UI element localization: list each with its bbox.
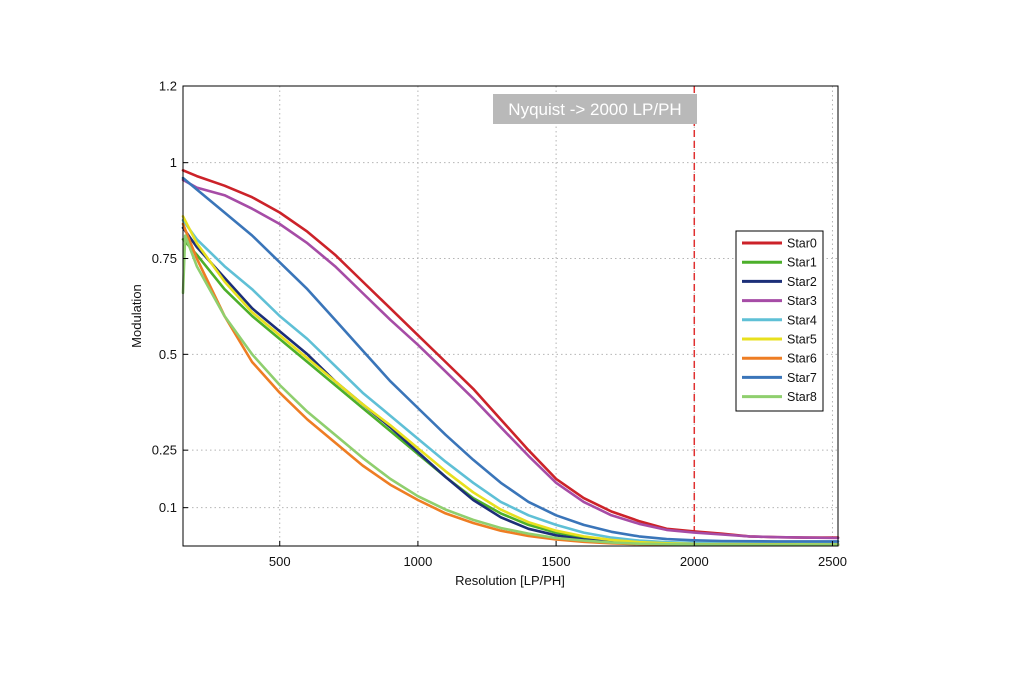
- y-tick-label: 0.5: [159, 347, 177, 362]
- legend-label: Star4: [787, 313, 817, 327]
- legend-label: Star2: [787, 275, 817, 289]
- series-line-star8: [181, 234, 840, 547]
- legend-label: Star5: [787, 333, 817, 347]
- y-axis-label: Modulation: [129, 284, 144, 348]
- y-tick-label: 0.25: [152, 443, 177, 458]
- legend-label: Star0: [787, 237, 817, 251]
- nyquist-annotation: Nyquist -> 2000 LP/PH: [493, 94, 697, 124]
- legend-label: Star7: [787, 371, 817, 385]
- x-tick-label: 1500: [542, 554, 571, 569]
- legend-label: Star3: [787, 294, 817, 308]
- x-axis-ticks: 500 1000 1500 2000 2500: [269, 541, 847, 569]
- series-line-star5: [181, 215, 840, 546]
- y-tick-label: 1.2: [159, 79, 177, 94]
- legend-label: Star8: [787, 390, 817, 404]
- x-tick-label: 500: [269, 554, 291, 569]
- nyquist-annotation-text: Nyquist -> 2000 LP/PH: [508, 100, 681, 119]
- legend-label: Star6: [787, 352, 817, 366]
- y-tick-label: 0.1: [159, 500, 177, 515]
- y-tick-label: 0.75: [152, 251, 177, 266]
- series-line-star3: [181, 178, 840, 540]
- series-line-star4: [181, 218, 840, 545]
- x-axis-label: Resolution [LP/PH]: [455, 573, 565, 588]
- series-lines: [181, 169, 840, 547]
- x-tick-label: 2500: [818, 554, 847, 569]
- nyquist-annotation-box: [493, 94, 697, 124]
- y-axis-ticks: 0.1 0.25 0.5 0.75 1 1.2: [152, 79, 188, 515]
- series-line-star7: [181, 176, 840, 543]
- plot-frame: [182, 85, 839, 547]
- y-tick-label: 1: [170, 155, 177, 170]
- x-tick-label: 2000: [680, 554, 709, 569]
- legend-label: Star1: [787, 256, 817, 270]
- legend: Star0 Star1 Star2 Star3 Star4 Star5 Star6 Star7…: [735, 230, 824, 412]
- x-tick-label: 1000: [403, 554, 432, 569]
